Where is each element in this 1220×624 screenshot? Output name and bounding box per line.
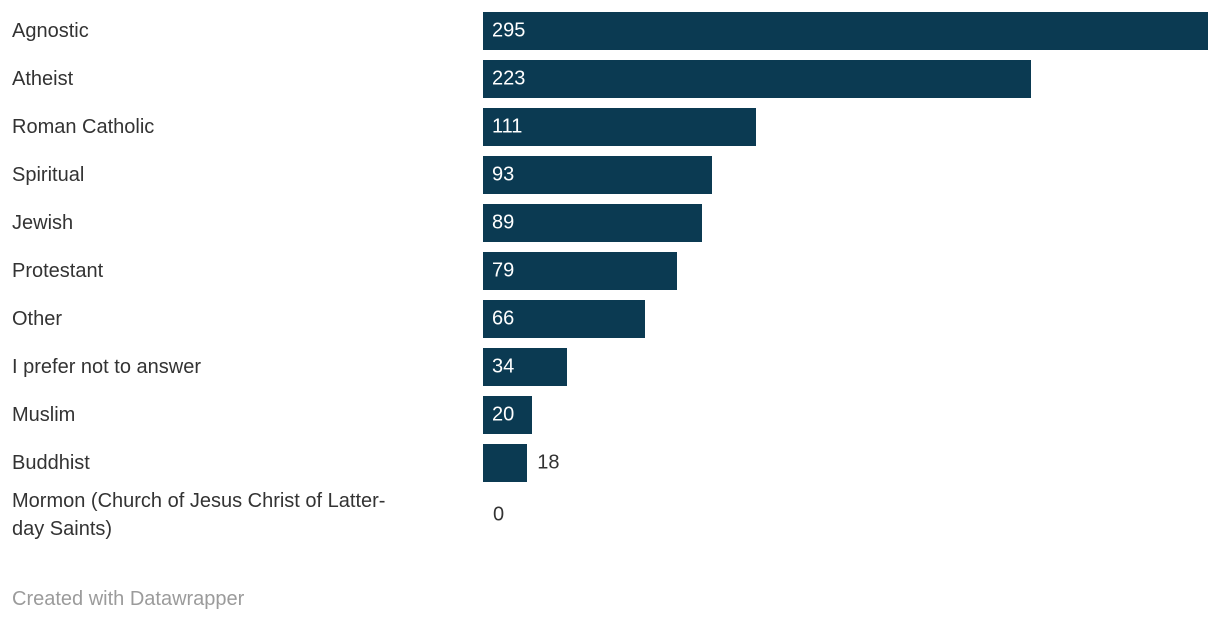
category-label-text: Protestant — [12, 260, 104, 282]
category-label-text: Jewish — [12, 212, 74, 234]
category-label: Jewish — [0, 209, 483, 237]
value-label: 66 — [492, 307, 515, 330]
value-label: 93 — [492, 163, 515, 186]
chart-rows: Agnostic 295 Atheist 223 Roman Catholic 111 Sp… — [0, 7, 1220, 543]
chart-row: Muslim 20 — [0, 391, 1220, 439]
bar-area: 89 — [483, 204, 1208, 242]
bar-area: 295 — [483, 12, 1208, 50]
value-label: 79 — [492, 259, 515, 282]
category-label-text: Roman Catholic — [12, 116, 155, 138]
category-label: Atheist — [0, 65, 483, 93]
category-label: Other — [0, 305, 483, 333]
bar-area: 79 — [483, 252, 1208, 290]
category-label: Spiritual — [0, 161, 483, 189]
category-label: Protestant — [0, 257, 483, 285]
bar-area: 20 — [483, 396, 1208, 434]
category-label: Roman Catholic — [0, 113, 483, 141]
category-label: Agnostic — [0, 17, 483, 45]
category-label: I prefer not to answer — [0, 353, 483, 381]
category-label-text: Agnostic — [12, 20, 89, 42]
bar-area: 66 — [483, 300, 1208, 338]
chart-row: Spiritual 93 — [0, 151, 1220, 199]
bar — [483, 300, 646, 338]
category-label: Mormon (Church of Jesus Christ of Latter… — [0, 487, 483, 543]
value-label: 111 — [492, 115, 523, 138]
bar — [483, 348, 567, 386]
bar — [483, 156, 712, 194]
bar — [483, 396, 533, 434]
value-label: 18 — [537, 451, 560, 474]
bar — [483, 444, 528, 482]
bar — [483, 12, 1208, 50]
category-label: Muslim — [0, 401, 483, 429]
category-label-text: Mormon (Church of Jesus Christ of Latter… — [12, 490, 386, 540]
bar — [483, 204, 702, 242]
category-label-text: Muslim — [12, 404, 76, 426]
chart-row: Mormon (Church of Jesus Christ of Latter… — [0, 487, 1220, 543]
value-label: 223 — [492, 67, 526, 90]
category-label-text: Spiritual — [12, 164, 85, 186]
category-label: Buddhist — [0, 449, 483, 477]
chart-row: Roman Catholic 111 — [0, 103, 1220, 151]
chart-row: Protestant 79 — [0, 247, 1220, 295]
value-label: 20 — [492, 403, 515, 426]
datawrapper-credit-link[interactable]: Created with Datawrapper — [12, 588, 245, 610]
chart-row: Buddhist 18 — [0, 439, 1220, 487]
category-label-text: I prefer not to answer — [12, 356, 201, 378]
category-label-text: Atheist — [12, 68, 74, 90]
chart-row: Jewish 89 — [0, 199, 1220, 247]
bar-area: 111 — [483, 108, 1208, 146]
value-label: 295 — [492, 19, 526, 42]
chart-row: Other 66 — [0, 295, 1220, 343]
chart-row: Atheist 223 — [0, 55, 1220, 103]
value-label: 34 — [492, 355, 515, 378]
value-label: 89 — [492, 211, 515, 234]
bar-area: 223 — [483, 60, 1208, 98]
bar-area: 34 — [483, 348, 1208, 386]
bar — [483, 108, 756, 146]
chart-row: Agnostic 295 — [0, 7, 1220, 55]
bar — [483, 60, 1032, 98]
bar-area: 18 — [483, 444, 1208, 482]
value-label: 0 — [493, 503, 505, 526]
bar-area: 93 — [483, 156, 1208, 194]
category-label-text: Other — [12, 308, 63, 330]
chart-row: I prefer not to answer 34 — [0, 343, 1220, 391]
chart-footer: Created with Datawrapper — [12, 588, 244, 611]
category-label-text: Buddhist — [12, 452, 90, 474]
bar-area: 0 — [483, 496, 1208, 534]
bar — [483, 252, 678, 290]
